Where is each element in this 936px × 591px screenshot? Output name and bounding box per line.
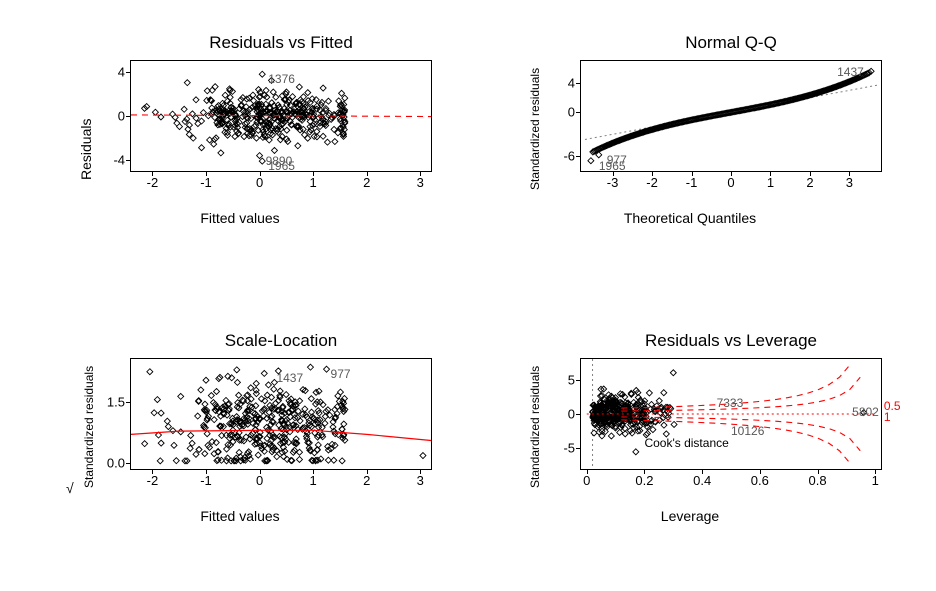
y-axis-label: Standardized residuals <box>528 68 542 190</box>
x-tick-label: 3 <box>417 175 424 190</box>
x-tick-label: 0.8 <box>808 473 826 488</box>
plot-svg <box>581 359 881 469</box>
plot-area: Residuals vs Fitted -2-10123-40413769890… <box>130 60 432 172</box>
annotation-label: Cook's distance <box>644 436 728 450</box>
plot-title: Residuals vs Leverage <box>581 331 881 351</box>
plot-title: Scale-Location <box>131 331 431 351</box>
y-tick-label: -5 <box>563 441 575 456</box>
outlier-label: 1965 <box>599 159 626 173</box>
outlier-label: 977 <box>331 367 351 381</box>
x-tick-label: -2 <box>147 473 159 488</box>
x-tick-label: -1 <box>200 473 212 488</box>
y-tick-label: 1.5 <box>107 394 125 409</box>
y-axis-sqrt-symbol: √ <box>66 480 74 496</box>
y-tick-label: 4 <box>118 65 125 80</box>
panel-normal-qq: Normal Q-Q -3-2-10123-60414379771965 Sta… <box>510 12 870 242</box>
x-tick-label: 1 <box>767 175 774 190</box>
x-tick-label: 0.6 <box>751 473 769 488</box>
annotation-label: 7333 <box>717 396 744 410</box>
annotation-label: 5802 <box>852 405 879 419</box>
x-tick-label: 2 <box>806 175 813 190</box>
plot-area: Residuals vs Leverage 00.20.40.60.81-505… <box>580 358 882 470</box>
x-tick-label: 0 <box>727 175 734 190</box>
outlier-label: 1437 <box>276 371 303 385</box>
outlier-label: 1376 <box>268 72 295 86</box>
y-axis-label: Standardized residuals <box>82 366 96 488</box>
x-tick-label: -1 <box>686 175 698 190</box>
x-tick-label: 1 <box>310 175 317 190</box>
plot-title: Residuals vs Fitted <box>131 33 431 53</box>
x-tick-label: 0 <box>256 473 263 488</box>
x-tick-label: -2 <box>147 175 159 190</box>
x-axis-label: Fitted values <box>60 210 420 226</box>
x-axis-label: Fitted values <box>60 508 420 524</box>
x-tick-label: 2 <box>363 175 370 190</box>
y-tick-label: 0.0 <box>107 455 125 470</box>
x-tick-label: 0 <box>256 175 263 190</box>
x-tick-label: 2 <box>363 473 370 488</box>
y-tick-label: -6 <box>563 149 575 164</box>
diagnostic-plot-grid: Residuals vs Fitted -2-10123-40413769890… <box>0 0 936 591</box>
x-tick-label: -3 <box>607 175 619 190</box>
y-tick-label: 0 <box>568 407 575 422</box>
y-axis-label: Standardized residuals <box>528 366 542 488</box>
y-tick-label: 5 <box>568 372 575 387</box>
y-tick-label: 0 <box>568 105 575 120</box>
plot-title: Normal Q-Q <box>581 33 881 53</box>
panel-residuals-vs-fitted: Residuals vs Fitted -2-10123-40413769890… <box>60 12 420 242</box>
annotation-label: 10126 <box>731 424 764 438</box>
x-axis-label: Theoretical Quantiles <box>510 210 870 226</box>
x-tick-label: -2 <box>646 175 658 190</box>
x-axis-label: Leverage <box>510 508 870 524</box>
x-tick-label: 1 <box>872 473 879 488</box>
x-tick-label: 0 <box>583 473 590 488</box>
x-tick-label: 3 <box>846 175 853 190</box>
x-tick-label: 0.4 <box>693 473 711 488</box>
plot-area: Normal Q-Q -3-2-10123-60414379771965 <box>580 60 882 172</box>
y-tick-label: -4 <box>113 153 125 168</box>
x-tick-label: 3 <box>417 473 424 488</box>
panel-scale-location: Scale-Location -2-101230.01.51437977 Sta… <box>60 310 420 540</box>
panel-residuals-vs-leverage: Residuals vs Leverage 00.20.40.60.81-505… <box>510 310 870 540</box>
outlier-label: 1437 <box>837 65 864 79</box>
y-tick-label: 4 <box>568 76 575 91</box>
annotation-label: 1 <box>884 410 891 424</box>
x-tick-label: 1 <box>310 473 317 488</box>
x-tick-label: 0.2 <box>635 473 653 488</box>
plot-area: Scale-Location -2-101230.01.51437977 <box>130 358 432 470</box>
y-axis-label: Residuals <box>78 119 94 180</box>
outlier-label: 1965 <box>268 159 295 173</box>
y-tick-label: 0 <box>118 109 125 124</box>
x-tick-label: -1 <box>200 175 212 190</box>
